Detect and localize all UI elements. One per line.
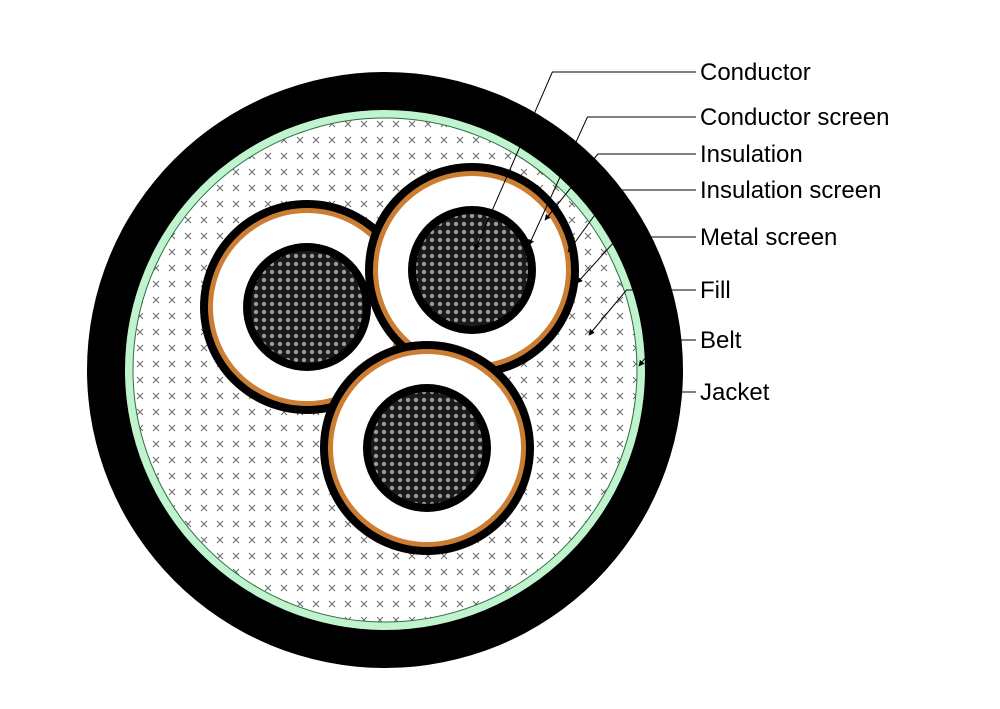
cable-svg: Conductor Conductor screen Insulation Insul… bbox=[20, 20, 1000, 689]
label-text: Conductor bbox=[700, 59, 811, 86]
label-text: Insulation bbox=[700, 141, 803, 168]
label-text: Fill bbox=[700, 277, 731, 304]
label-text: Belt bbox=[700, 327, 742, 354]
label-text: Jacket bbox=[700, 379, 770, 406]
label-text: Conductor screen bbox=[700, 104, 889, 131]
label-text: Metal screen bbox=[700, 224, 837, 251]
core bbox=[365, 163, 579, 377]
label-text: Insulation screen bbox=[700, 177, 881, 204]
cable-cross-section-diagram: Conductor Conductor screen Insulation Insul… bbox=[20, 20, 1000, 689]
core bbox=[320, 341, 534, 555]
